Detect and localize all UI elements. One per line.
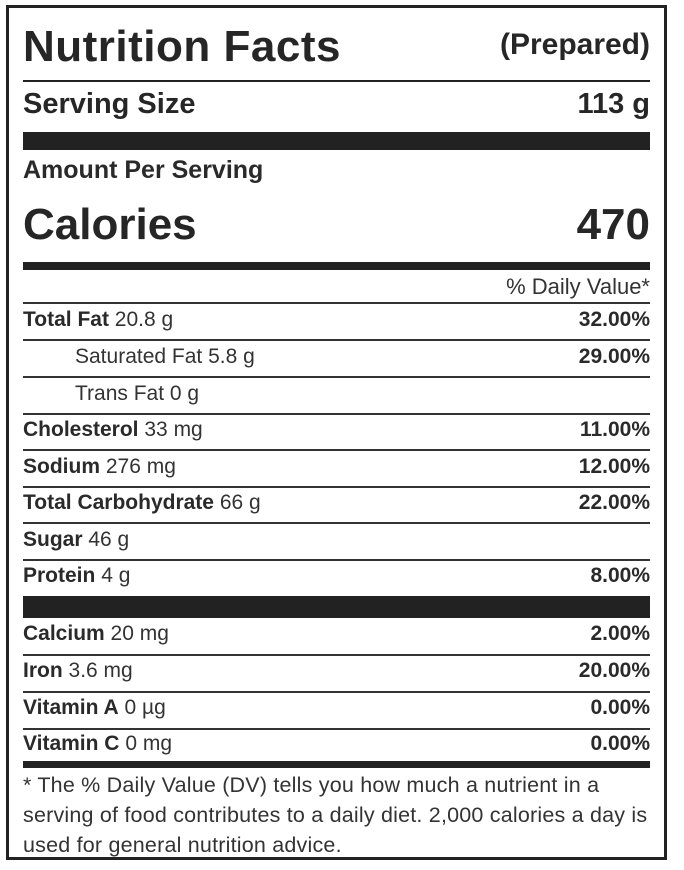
amount-per-serving: Amount Per Serving xyxy=(23,156,264,184)
calories-label: Calories xyxy=(23,200,197,249)
mineral-name: Vitamin A xyxy=(23,696,119,719)
nutrient-label: Sugar 46 g xyxy=(23,528,129,552)
nutrient-label: Protein 4 g xyxy=(23,564,130,588)
row-divider xyxy=(23,449,650,451)
nutrient-percent: 8.00% xyxy=(590,564,650,587)
mineral-amount: 3.6 mg xyxy=(68,659,133,682)
row-divider xyxy=(23,413,650,415)
nutrient-amount: 33 mg xyxy=(144,418,203,441)
nutrient-amount: 20.8 g xyxy=(114,308,174,331)
row-divider xyxy=(23,376,650,378)
nutrient-percent: 29.00% xyxy=(578,345,650,368)
title-divider xyxy=(23,80,650,82)
mineral-row: Calcium 20 mg 2.00% xyxy=(23,618,650,654)
row-divider xyxy=(23,728,650,730)
nutrition-label: Nutrition Facts (Prepared) Serving Size … xyxy=(6,5,667,860)
mineral-percent: 20.00% xyxy=(578,659,650,682)
row-divider xyxy=(23,339,650,341)
nutrient-name: Protein xyxy=(23,564,96,587)
nutrient-name: Sugar xyxy=(23,528,83,551)
nutrient-percent: 32.00% xyxy=(578,308,650,331)
mineral-label: Iron 3.6 mg xyxy=(23,659,133,683)
row-divider xyxy=(23,302,650,304)
title-row: Nutrition Facts (Prepared) xyxy=(23,22,650,74)
mineral-name: Iron xyxy=(23,659,63,682)
nutrient-percent: 22.00% xyxy=(578,491,650,514)
nutrient-name: Sodium xyxy=(23,455,100,478)
mineral-label: Calcium 20 mg xyxy=(23,622,169,646)
daily-value-header: % Daily Value* xyxy=(506,274,650,299)
nutrition-label-inner: Nutrition Facts (Prepared) Serving Size … xyxy=(23,8,650,857)
nutrient-label: Trans Fat 0 g xyxy=(75,382,199,406)
nutrient-row: Saturated Fat 5.8 g 29.00% xyxy=(23,341,650,377)
row-divider xyxy=(23,522,650,524)
mineral-row: Vitamin C 0 mg 0.00% xyxy=(23,728,650,764)
nutrient-name: Total Carbohydrate xyxy=(23,491,214,514)
nutrient-name: Trans Fat xyxy=(75,382,165,405)
row-divider xyxy=(23,486,650,488)
row-divider xyxy=(23,654,650,656)
mineral-name: Calcium xyxy=(23,622,105,645)
nutrient-amount: 0 g xyxy=(169,382,200,405)
mineral-name: Vitamin C xyxy=(23,732,120,755)
nutrient-row: Total Carbohydrate 66 g 22.00% xyxy=(23,487,650,523)
calories-value: 470 xyxy=(576,200,650,249)
mineral-amount: 20 mg xyxy=(110,622,169,645)
calories-row: Calories 470 xyxy=(23,200,650,256)
nutrient-amount: 46 g xyxy=(88,528,130,551)
mineral-percent: 0.00% xyxy=(590,696,650,719)
nutrient-row: Trans Fat 0 g xyxy=(23,378,650,414)
nutrient-label: Sodium 276 mg xyxy=(23,455,176,479)
nutrient-amount: 276 mg xyxy=(105,455,176,478)
thick-divider-top xyxy=(23,132,650,150)
thick-divider-bottom xyxy=(23,761,650,768)
label-subtitle: (Prepared) xyxy=(499,28,650,61)
mineral-amount: 0 mg xyxy=(125,732,172,755)
calories-divider xyxy=(23,262,650,270)
mineral-label: Vitamin A 0 µg xyxy=(23,696,166,720)
nutrient-row: Total Fat 20.8 g 32.00% xyxy=(23,304,650,340)
serving-size-label: Serving Size xyxy=(23,88,196,120)
nutrient-amount: 66 g xyxy=(219,491,261,514)
mineral-label: Vitamin C 0 mg xyxy=(23,732,172,756)
footnote: * The % Daily Value (DV) tells you how m… xyxy=(23,773,648,857)
nutrient-label: Total Carbohydrate 66 g xyxy=(23,491,261,515)
nutrient-row: Sugar 46 g xyxy=(23,524,650,560)
serving-size-value: 113 g xyxy=(577,88,650,120)
nutrient-label: Total Fat 20.8 g xyxy=(23,308,173,332)
nutrient-percent: 11.00% xyxy=(579,418,650,441)
label-title: Nutrition Facts xyxy=(23,22,341,71)
mineral-row: Vitamin A 0 µg 0.00% xyxy=(23,692,650,728)
mineral-percent: 0.00% xyxy=(590,732,650,755)
nutrient-name: Saturated Fat xyxy=(75,345,203,368)
nutrient-amount: 4 g xyxy=(101,564,131,587)
nutrient-row: Protein 4 g 8.00% xyxy=(23,560,650,596)
mineral-amount: 0 µg xyxy=(124,696,166,719)
nutrient-percent: 12.00% xyxy=(578,455,650,478)
row-divider xyxy=(23,559,650,561)
serving-size-row: Serving Size 113 g xyxy=(23,88,650,124)
mineral-row: Iron 3.6 mg 20.00% xyxy=(23,655,650,691)
nutrient-name: Total Fat xyxy=(23,308,109,331)
thick-divider-mid xyxy=(23,596,650,618)
nutrient-name: Cholesterol xyxy=(23,418,139,441)
mineral-percent: 2.00% xyxy=(590,622,650,645)
nutrient-row: Cholesterol 33 mg 11.00% xyxy=(23,414,650,450)
nutrient-row: Sodium 276 mg 12.00% xyxy=(23,451,650,487)
nutrient-label: Cholesterol 33 mg xyxy=(23,418,203,442)
row-divider xyxy=(23,691,650,693)
nutrient-amount: 5.8 g xyxy=(208,345,255,368)
nutrient-label: Saturated Fat 5.8 g xyxy=(75,345,255,369)
